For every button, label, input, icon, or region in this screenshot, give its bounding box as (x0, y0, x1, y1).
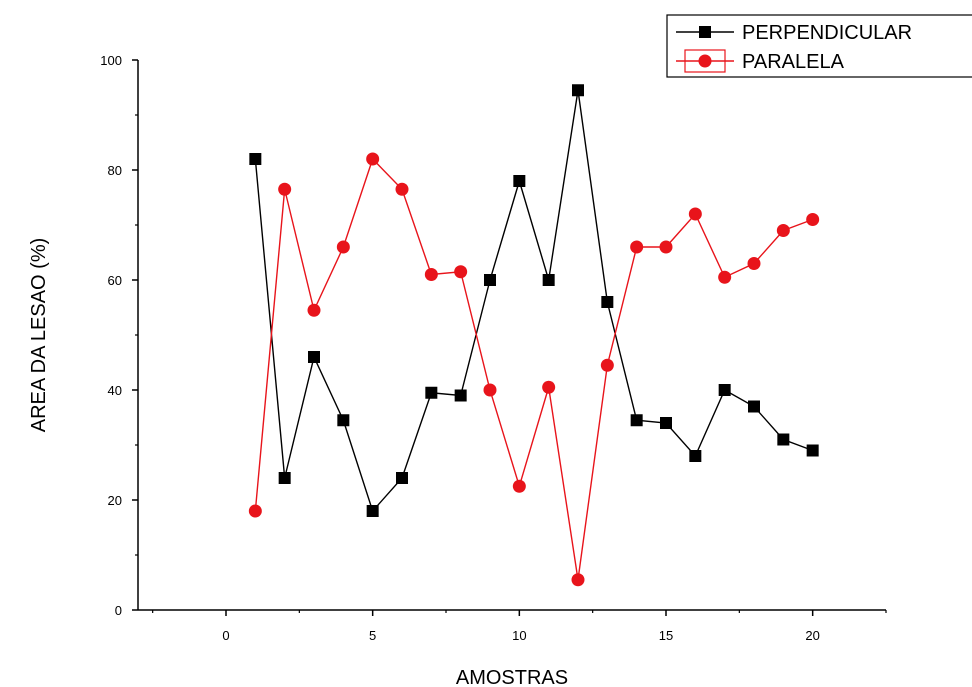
data-point (601, 296, 614, 308)
data-point (718, 270, 732, 284)
data-point (337, 414, 350, 427)
data-point (278, 182, 292, 196)
data-point (600, 358, 614, 372)
data-point (630, 240, 644, 254)
data-point (748, 400, 760, 413)
x-axis-title: AMOSTRAS (456, 667, 568, 687)
legend-marker (698, 54, 712, 68)
data-point (248, 504, 262, 518)
data-point (806, 444, 819, 457)
data-point (395, 182, 409, 196)
data-point (454, 265, 468, 279)
data-point (366, 505, 379, 517)
data-point (484, 274, 496, 286)
data-point (366, 152, 380, 166)
x-tick-label: 20 (805, 628, 819, 643)
axes: 0 20 40 60 80 100 0 5 10 15 20 (100, 53, 887, 643)
data-point (777, 433, 790, 446)
data-point (483, 383, 497, 397)
series-line (254, 90, 813, 513)
data-point (425, 386, 438, 399)
data-point (396, 472, 408, 484)
data-point (542, 274, 555, 286)
y-tick-label: 80 (108, 163, 122, 178)
data-point (308, 351, 320, 363)
y-tick-label: 20 (108, 493, 122, 508)
data-point (424, 268, 438, 281)
series-line (254, 157, 813, 580)
data-point (660, 417, 672, 429)
data-point (571, 573, 585, 587)
data-point (688, 207, 702, 221)
legend-label: PERPENDICULAR (742, 22, 912, 44)
legend-marker-box (684, 49, 726, 73)
series-paralela (248, 152, 820, 587)
data-point (542, 380, 556, 394)
legend-marker (699, 26, 711, 38)
data-point (776, 224, 790, 237)
data-point (454, 389, 467, 402)
data-point (512, 479, 526, 493)
data-point (278, 472, 291, 484)
y-axis-title: AREA DA LESAO (%) (28, 238, 50, 433)
legend-label: PARALELA (742, 51, 845, 73)
y-tick-label: 0 (115, 603, 122, 618)
x-tick-label: 0 (222, 628, 229, 643)
data-point (572, 84, 584, 97)
x-tick-label: 10 (512, 628, 526, 643)
data-point (630, 414, 643, 427)
data-point (718, 384, 731, 396)
y-tick-label: 60 (108, 273, 122, 288)
data-point (747, 257, 761, 270)
data-point (689, 450, 702, 462)
y-tick-label: 40 (108, 383, 122, 398)
x-tick-label: 15 (659, 628, 673, 643)
data-point (249, 153, 262, 165)
legend: PERPENDICULAR PARALELA (666, 14, 972, 78)
series-perpendicular (249, 84, 819, 517)
legend-box (666, 14, 972, 78)
data-point (513, 175, 526, 187)
data-point (336, 240, 350, 254)
series-layer (248, 84, 820, 587)
data-point (307, 303, 321, 317)
data-point (659, 240, 673, 254)
x-tick-label: 5 (369, 628, 376, 643)
data-point (806, 213, 820, 226)
y-tick-label: 100 (100, 53, 122, 68)
